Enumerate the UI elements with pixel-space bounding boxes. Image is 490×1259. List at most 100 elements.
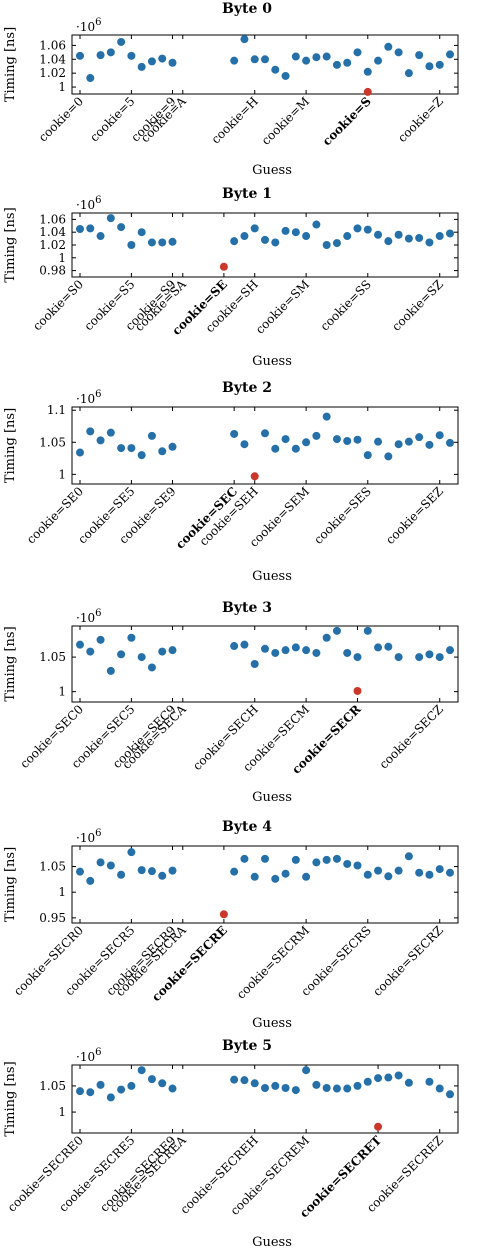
data-point <box>117 444 126 453</box>
data-point <box>302 438 311 447</box>
data-point <box>425 1077 434 1086</box>
data-point <box>106 666 115 675</box>
data-point <box>332 854 341 863</box>
data-point <box>281 1084 290 1093</box>
data-point <box>435 653 444 662</box>
data-point <box>127 633 136 642</box>
data-point <box>446 1090 454 1099</box>
chart-panel-4: Byte 4 ·106 0.95 1 1.05 Timing [ns] cookie=SEC… <box>3 819 459 1031</box>
data-point <box>343 648 352 657</box>
data-point <box>261 1084 269 1093</box>
x-tick-label: cookie=Z <box>395 94 446 145</box>
data-point <box>425 238 434 247</box>
y-tick-label: 1 <box>58 1105 66 1119</box>
x-tick-label: cookie=S0 <box>30 277 86 333</box>
x-axis-label: Guess <box>252 354 292 369</box>
data-point <box>435 865 444 874</box>
data-point <box>147 1075 156 1084</box>
data-point <box>343 232 352 241</box>
x-axis-label: Guess <box>252 163 292 178</box>
data-point <box>353 861 362 870</box>
data-point <box>363 1077 372 1086</box>
x-tick-label: cookie=SZ <box>389 277 446 334</box>
x-axis-label: Guess <box>252 1016 292 1031</box>
x-tick-label-correct: cookie=S <box>320 94 374 148</box>
data-point <box>117 1085 126 1094</box>
data-point <box>415 233 424 242</box>
data-point <box>322 633 331 642</box>
data-point-highlight <box>374 1122 383 1131</box>
data-point <box>291 855 300 864</box>
data-point <box>240 440 249 449</box>
data-point <box>240 35 249 44</box>
data-point <box>240 854 249 863</box>
data-point <box>127 241 136 249</box>
y-tick-label: 1.02 <box>39 66 66 80</box>
y-tick-label: 0.98 <box>39 264 66 278</box>
data-point <box>76 225 84 233</box>
y-tick-label: 1 <box>58 80 66 94</box>
data-point <box>261 644 269 653</box>
y-tick-label: 1.04 <box>39 225 66 239</box>
y-tick-label: 1.02 <box>39 238 66 252</box>
y-exponent-power: 6 <box>95 195 101 206</box>
data-point <box>137 653 146 662</box>
data-point <box>425 440 434 449</box>
data-point <box>281 226 290 235</box>
y-axis-label: Timing [ns] <box>3 626 18 701</box>
y-exponent-power: 6 <box>95 389 101 400</box>
chart-title: Byte 3 <box>222 600 272 616</box>
data-point <box>158 54 167 63</box>
x-tick-label: cookie=0 <box>36 94 86 144</box>
data-point <box>435 1084 444 1093</box>
data-point <box>271 238 280 247</box>
data-point <box>127 51 136 60</box>
data-point <box>168 646 177 655</box>
data-point <box>322 855 331 864</box>
data-point <box>230 642 239 651</box>
x-tick-label: cookie=SM <box>253 277 312 336</box>
data-point <box>250 55 259 64</box>
data-point <box>281 646 290 655</box>
data-point <box>158 1079 167 1088</box>
data-point <box>240 232 249 241</box>
x-tick-label: cookie=H <box>209 94 261 146</box>
data-point <box>147 663 156 672</box>
data-point <box>137 1066 146 1075</box>
y-axis-label: Timing [ns] <box>3 847 18 922</box>
data-point <box>86 74 95 83</box>
data-point <box>106 48 115 57</box>
data-point <box>158 871 167 880</box>
data-point <box>404 234 413 243</box>
y-exponent-power: 6 <box>95 608 101 619</box>
chart-title: Byte 5 <box>222 1038 272 1054</box>
data-point <box>312 431 321 440</box>
data-point <box>250 872 259 881</box>
y-tick-label: 1.06 <box>39 38 66 52</box>
data-point <box>435 60 444 69</box>
data-point <box>322 241 331 249</box>
data-point <box>374 56 383 65</box>
data-point <box>312 648 321 657</box>
data-point <box>117 37 126 46</box>
y-axis-label: Timing [ns] <box>3 207 18 282</box>
y-tick-label: 1 <box>58 885 66 899</box>
data-point <box>312 858 321 867</box>
data-point <box>415 51 424 60</box>
data-point <box>137 451 146 460</box>
data-point <box>343 1084 352 1093</box>
data-point <box>394 1071 403 1080</box>
x-tick-label: cookie=SECZ <box>377 702 446 771</box>
data-point <box>230 429 239 438</box>
data-point <box>106 861 115 870</box>
data-point <box>168 237 177 246</box>
x-axis-label: Guess <box>252 1235 292 1250</box>
data-point <box>312 53 321 62</box>
data-point <box>374 230 383 239</box>
data-point <box>404 69 413 78</box>
data-point <box>425 62 434 71</box>
data-point <box>271 65 280 74</box>
data-point <box>240 1076 249 1085</box>
